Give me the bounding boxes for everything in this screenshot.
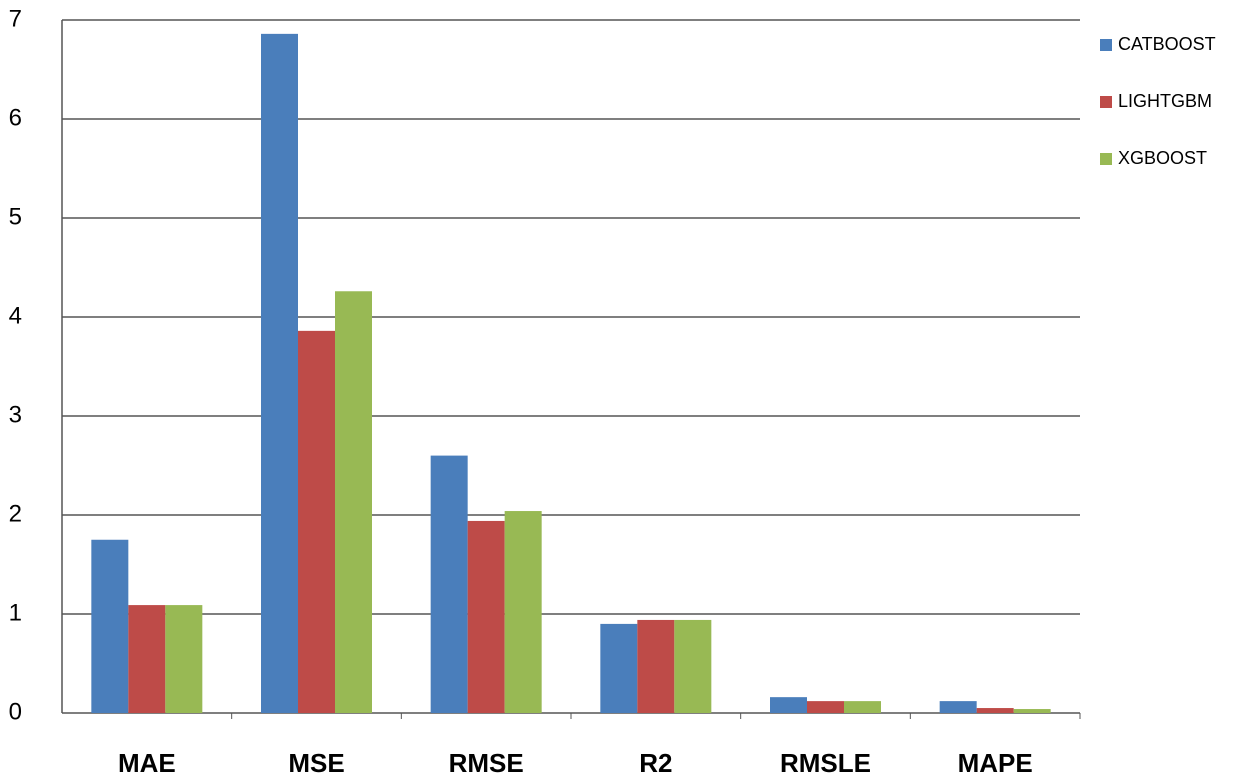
bar [637, 619, 675, 713]
legend-label: LIGHTGBM [1118, 91, 1212, 111]
bar [467, 520, 505, 713]
x-tick-label: MSE [288, 748, 344, 778]
bar [939, 701, 977, 713]
bar [770, 697, 807, 713]
x-tick-label: MAPE [958, 748, 1033, 778]
bar [128, 605, 166, 713]
legend-swatch [1100, 96, 1112, 108]
y-tick-label: 0 [9, 698, 22, 725]
y-tick-label: 2 [9, 500, 22, 527]
bar [165, 605, 203, 713]
bar [298, 330, 335, 713]
bar [430, 455, 468, 713]
y-tick-label: 3 [9, 401, 22, 428]
y-tick-label: 4 [9, 302, 22, 329]
legend-swatch [1100, 39, 1112, 51]
bar [674, 619, 712, 713]
legend-swatch [1100, 153, 1112, 165]
y-tick-label: 6 [9, 104, 22, 131]
x-tick-label: RMSLE [780, 748, 871, 778]
x-tick-label: MAE [118, 748, 176, 778]
y-tick-label: 7 [9, 5, 22, 32]
bar [807, 701, 844, 713]
legend-label: XGBOOST [1118, 148, 1207, 168]
bar [976, 708, 1014, 713]
bar [600, 623, 638, 713]
x-tick-label: R2 [639, 748, 672, 778]
x-tick-label: RMSE [449, 748, 524, 778]
y-tick-label: 1 [9, 599, 22, 626]
bar [261, 33, 298, 714]
bar [504, 511, 542, 713]
bar [335, 291, 372, 713]
legend-label: CATBOOST [1118, 34, 1216, 54]
bar [91, 539, 129, 713]
y-tick-label: 5 [9, 203, 22, 230]
bar [844, 701, 881, 713]
bar [1013, 709, 1051, 713]
